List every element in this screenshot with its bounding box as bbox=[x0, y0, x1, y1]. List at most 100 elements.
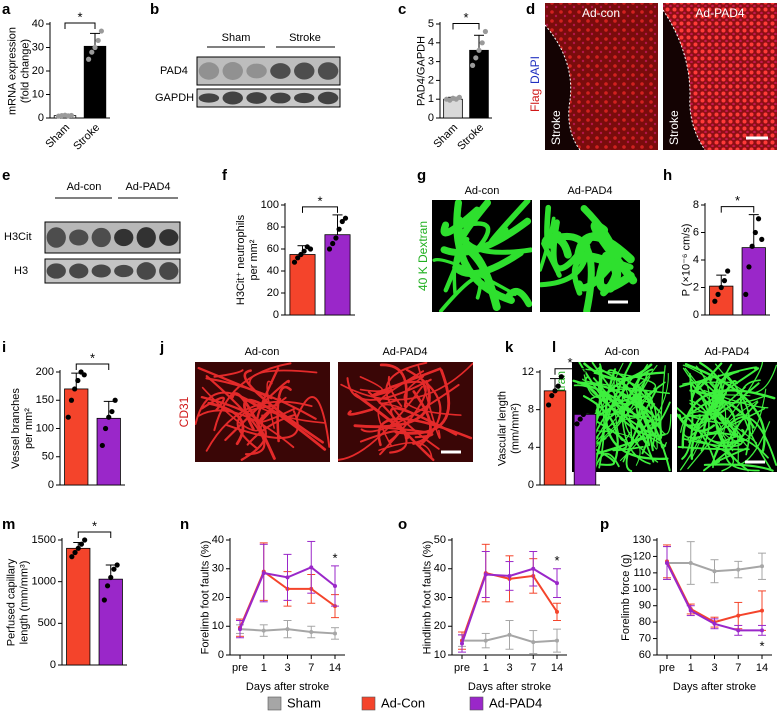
vessel bbox=[607, 369, 662, 415]
y-tick-label: 40 bbox=[212, 534, 224, 546]
y-tick-label: 100 bbox=[36, 422, 54, 434]
line-point bbox=[531, 566, 536, 571]
vessel bbox=[243, 369, 325, 444]
group-label: Sham bbox=[222, 32, 251, 44]
legend-label: Ad-PAD4 bbox=[489, 695, 542, 710]
line-point bbox=[736, 628, 741, 633]
line-point bbox=[760, 608, 764, 613]
y-tick-label: 100 bbox=[633, 583, 651, 595]
vessel bbox=[243, 398, 327, 451]
vessel bbox=[387, 375, 403, 408]
x-tick-label: pre bbox=[659, 662, 675, 674]
data-point bbox=[749, 243, 755, 249]
blot-row bbox=[44, 258, 181, 284]
line-point bbox=[333, 631, 337, 636]
data-point bbox=[725, 268, 731, 274]
blot-band bbox=[114, 228, 134, 247]
annotation: * bbox=[90, 350, 95, 365]
column-label: Ad-con bbox=[465, 185, 500, 197]
line-point bbox=[507, 573, 512, 578]
vessel bbox=[213, 369, 244, 378]
legend-swatch bbox=[469, 696, 484, 711]
data-point bbox=[95, 37, 101, 44]
annotation: * bbox=[77, 9, 82, 24]
y-tick-label: 20 bbox=[434, 620, 446, 632]
panel-letter: i bbox=[2, 339, 6, 356]
data-point bbox=[752, 229, 758, 236]
stain-label: CD31 bbox=[177, 396, 191, 427]
y-tick-label: 4 bbox=[693, 254, 699, 266]
x-tick-label: 3 bbox=[284, 662, 290, 674]
data-point bbox=[92, 44, 98, 51]
blot-e: e Ad-con Ad-PAD4 H3Cit H3 bbox=[2, 167, 181, 284]
x-tick-label: 7 bbox=[530, 662, 536, 674]
y-tick-label: 0 bbox=[273, 309, 279, 321]
vessel bbox=[619, 373, 669, 461]
data-point bbox=[715, 291, 721, 297]
vessel bbox=[359, 430, 399, 443]
bar bbox=[96, 417, 121, 486]
line-point bbox=[309, 630, 314, 634]
x-tick-label: 14 bbox=[329, 662, 341, 674]
vessel bbox=[623, 377, 659, 463]
vessel bbox=[384, 426, 434, 439]
vessel bbox=[440, 206, 481, 237]
vessel bbox=[576, 381, 659, 422]
data-point bbox=[81, 372, 87, 378]
line-point bbox=[712, 621, 717, 626]
row-label: PAD4 bbox=[160, 65, 188, 77]
y-tick-label: 30 bbox=[434, 591, 446, 603]
y-tick-label: 40 bbox=[32, 18, 44, 30]
panel-letter: j bbox=[159, 339, 164, 356]
data-point bbox=[98, 28, 104, 34]
significance-bracket bbox=[720, 206, 755, 213]
y-axis-label: Vascular length bbox=[496, 391, 508, 466]
y-tick-label: 12 bbox=[522, 366, 534, 378]
y-axis-label: Vessel branches bbox=[10, 388, 22, 469]
annotation: * bbox=[463, 10, 468, 25]
blot-band bbox=[69, 263, 89, 279]
vessel bbox=[688, 432, 769, 459]
vessel bbox=[712, 415, 729, 456]
line-point bbox=[736, 567, 741, 572]
data-point bbox=[86, 56, 92, 62]
bar bbox=[741, 247, 766, 316]
vessel bbox=[541, 241, 562, 278]
data-point bbox=[552, 388, 558, 394]
vessel bbox=[713, 380, 738, 422]
y-tick-label: 130 bbox=[633, 534, 651, 546]
line-point bbox=[285, 575, 290, 580]
vessel bbox=[687, 362, 764, 470]
vessel bbox=[340, 362, 473, 401]
y-tick-label: 80 bbox=[267, 221, 279, 233]
panel-letter: g bbox=[417, 167, 426, 184]
y-tick-label: 10 bbox=[434, 649, 446, 661]
y-tick-label: 0 bbox=[528, 479, 534, 491]
y-tick-label: 0 bbox=[218, 649, 224, 661]
blot-band bbox=[294, 92, 315, 104]
annotation: * bbox=[759, 639, 764, 654]
y-axis-label: (fold change) bbox=[19, 39, 31, 103]
data-point bbox=[68, 397, 75, 403]
y-tick-label: 60 bbox=[639, 649, 651, 661]
x-axis-label: Days after stroke bbox=[468, 681, 551, 693]
group-label: Ad-PAD4 bbox=[125, 181, 170, 193]
data-point bbox=[456, 94, 462, 100]
y-tick-label: 20 bbox=[267, 287, 279, 299]
data-point bbox=[718, 284, 724, 291]
region-label: Stroke bbox=[549, 110, 563, 145]
y-axis-label: length (mm/mm³) bbox=[19, 561, 31, 645]
y-tick-label: 1000 bbox=[32, 576, 56, 588]
data-point bbox=[106, 414, 112, 420]
y-tick-label: 20 bbox=[32, 65, 44, 77]
data-point bbox=[587, 402, 593, 408]
blot-band bbox=[317, 91, 339, 105]
line-point bbox=[688, 561, 693, 565]
y-tick-label: 50 bbox=[434, 534, 446, 546]
vessel bbox=[276, 385, 292, 443]
vessel bbox=[595, 251, 635, 293]
vessel bbox=[246, 413, 297, 446]
significance-bracket bbox=[64, 22, 96, 30]
column-label: Ad-PAD4 bbox=[704, 346, 749, 358]
